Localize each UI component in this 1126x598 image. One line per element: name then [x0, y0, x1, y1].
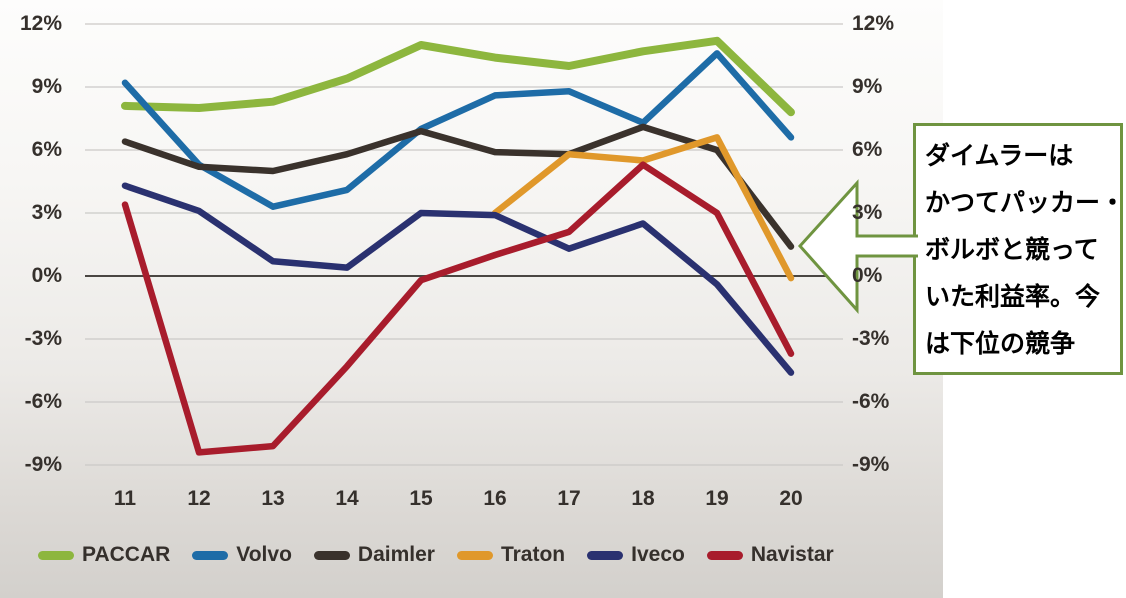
legend-item-traton: Traton	[456, 543, 566, 567]
legend-label-navistar: Navistar	[750, 543, 834, 566]
annotation-line-3: ボルボと競って	[925, 237, 1099, 264]
annotation-callout: ダイムラーは かつてパッカー・ ボルボと競って いた利益率。今 は下位の競争	[913, 123, 1126, 375]
legend-item-navistar: Navistar	[706, 543, 834, 567]
legend-swatch-volvo	[192, 550, 229, 560]
series-line-traton	[491, 134, 795, 282]
legend-item-volvo: Volvo	[192, 543, 292, 567]
legend-item-daimler: Daimler	[313, 543, 435, 567]
series-line-iveco	[121, 182, 795, 376]
annotation-line-2: かつてパッカー・	[925, 190, 1126, 217]
legend-label-volvo: Volvo	[236, 543, 292, 566]
legend-swatch-traton	[456, 550, 493, 560]
series-line-daimler	[121, 123, 795, 250]
annotation-line-4: いた利益率。今	[925, 284, 1101, 311]
legend-swatch-navistar	[706, 550, 743, 560]
legend-item-iveco: Iveco	[587, 543, 685, 567]
chart-background-panel	[0, 0, 943, 598]
legend-item-paccar: PACCAR	[38, 543, 170, 567]
legend-label-paccar: PACCAR	[82, 543, 171, 566]
legend: PACCAR Volvo Daimler Traton Iveco Navistar	[38, 543, 834, 567]
annotation-line-1: ダイムラーは	[925, 143, 1074, 170]
legend-label-daimler: Daimler	[357, 543, 435, 566]
legend-swatch-iveco	[587, 550, 624, 560]
series-line-navistar	[121, 161, 795, 456]
series-line-volvo	[121, 50, 795, 210]
series-line-paccar	[121, 36, 795, 117]
legend-label-iveco: Iveco	[631, 543, 685, 566]
legend-swatch-daimler	[313, 550, 350, 560]
annotation-line-5: は下位の競争	[925, 331, 1076, 358]
legend-label-traton: Traton	[500, 543, 566, 566]
legend-swatch-paccar	[38, 550, 74, 560]
